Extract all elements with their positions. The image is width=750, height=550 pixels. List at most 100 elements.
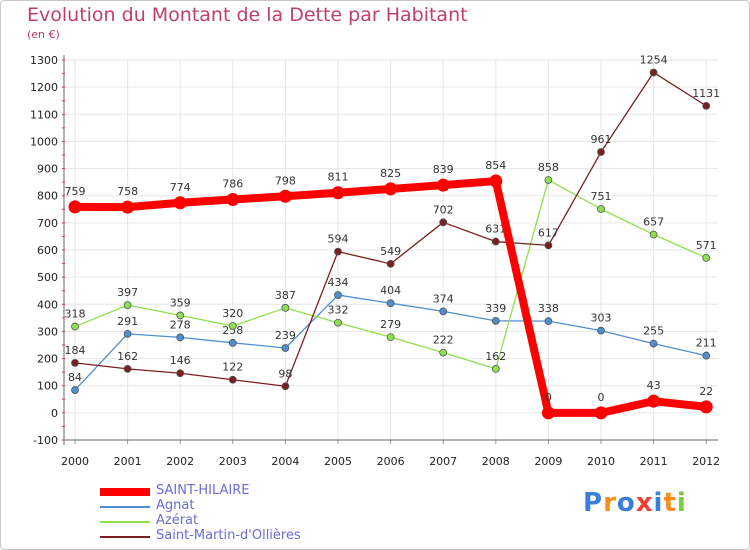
data-label: 617 bbox=[538, 226, 559, 239]
data-point bbox=[71, 322, 79, 331]
y-tick-label: -100 bbox=[33, 434, 58, 447]
data-point bbox=[176, 333, 185, 342]
chart-subtitle: (en €) bbox=[27, 28, 60, 41]
logo-letter: i bbox=[676, 488, 687, 518]
data-point bbox=[597, 148, 605, 156]
data-label: 549 bbox=[380, 245, 401, 258]
y-tick-label: 1100 bbox=[30, 108, 58, 121]
data-label: 291 bbox=[117, 315, 138, 328]
x-tick-label: 2002 bbox=[166, 455, 194, 468]
x-tick-label: 2004 bbox=[271, 455, 299, 468]
data-point bbox=[436, 178, 450, 192]
y-tick-label: 1300 bbox=[30, 54, 58, 67]
logo-letter: x bbox=[635, 488, 654, 518]
data-label: 239 bbox=[275, 329, 296, 342]
data-label: 858 bbox=[538, 161, 559, 174]
data-point bbox=[281, 303, 290, 312]
data-label: 397 bbox=[117, 286, 138, 299]
data-point bbox=[544, 241, 553, 250]
data-point bbox=[491, 364, 500, 373]
data-point bbox=[491, 316, 500, 325]
data-point bbox=[123, 364, 132, 373]
data-label: 374 bbox=[433, 292, 454, 305]
x-tick-label: 2006 bbox=[377, 455, 405, 468]
data-label: 759 bbox=[65, 185, 86, 198]
y-tick-label: 600 bbox=[37, 244, 58, 257]
data-label: 146 bbox=[170, 354, 191, 367]
data-point bbox=[386, 259, 395, 268]
data-label: 751 bbox=[591, 190, 612, 203]
y-tick-label: 300 bbox=[37, 325, 58, 338]
data-label: 404 bbox=[380, 284, 401, 297]
data-label: 961 bbox=[591, 133, 612, 146]
data-label: 359 bbox=[170, 296, 191, 309]
data-point bbox=[384, 182, 398, 196]
logo-letter: o bbox=[616, 488, 636, 518]
y-tick-label: 0 bbox=[51, 407, 58, 420]
data-point bbox=[386, 299, 395, 308]
data-label: 338 bbox=[538, 302, 559, 315]
data-label: 122 bbox=[222, 361, 243, 374]
data-label: 1131 bbox=[692, 87, 720, 100]
legend-label: SAINT-HILAIRE bbox=[156, 483, 250, 498]
data-label: 255 bbox=[643, 325, 664, 338]
data-label: 758 bbox=[117, 185, 138, 198]
data-label: 839 bbox=[433, 163, 454, 176]
data-point bbox=[439, 218, 448, 227]
data-point bbox=[649, 68, 658, 77]
data-point bbox=[68, 200, 82, 214]
y-tick-label: 800 bbox=[37, 190, 58, 203]
x-tick-label: 2009 bbox=[534, 455, 562, 468]
data-point bbox=[226, 193, 240, 207]
data-point bbox=[491, 237, 500, 246]
data-point bbox=[281, 382, 290, 391]
data-point bbox=[386, 333, 395, 342]
data-label: 162 bbox=[117, 350, 138, 363]
logo-letter: r bbox=[603, 488, 617, 518]
data-label: 303 bbox=[591, 312, 612, 325]
data-label: 332 bbox=[328, 304, 349, 317]
legend-label: Agnat bbox=[156, 498, 195, 513]
data-label: 98 bbox=[278, 367, 292, 380]
y-tick-label: 100 bbox=[37, 380, 58, 393]
data-point bbox=[597, 326, 605, 335]
logo-letter: t bbox=[663, 488, 677, 518]
data-point bbox=[71, 359, 79, 367]
logo-letter: i bbox=[653, 488, 664, 518]
data-label: 279 bbox=[380, 318, 401, 331]
data-point bbox=[649, 230, 658, 239]
y-tick-label: 500 bbox=[37, 271, 58, 284]
data-point bbox=[702, 101, 711, 110]
data-label: 339 bbox=[485, 302, 506, 315]
y-tick-label: 1200 bbox=[30, 81, 58, 94]
data-point bbox=[702, 253, 711, 262]
legend-label: Azérat bbox=[156, 513, 199, 528]
data-label: 798 bbox=[275, 174, 296, 187]
data-label: 594 bbox=[328, 233, 349, 246]
data-point bbox=[699, 400, 713, 414]
data-label: 657 bbox=[643, 216, 664, 229]
data-point bbox=[649, 339, 658, 348]
proxiti-logo: Proxiti bbox=[583, 488, 687, 518]
data-point bbox=[544, 176, 553, 184]
data-label: 22 bbox=[699, 385, 713, 398]
data-label: 854 bbox=[485, 159, 506, 172]
data-point bbox=[228, 322, 237, 330]
x-tick-label: 2005 bbox=[324, 455, 352, 468]
x-tick-label: 2012 bbox=[692, 455, 720, 468]
data-point bbox=[334, 247, 342, 256]
data-point bbox=[71, 386, 79, 394]
data-label: 631 bbox=[485, 223, 506, 236]
data-label: 0 bbox=[598, 391, 605, 404]
legend-swatch bbox=[100, 536, 150, 538]
data-point bbox=[228, 338, 237, 347]
y-tick-label: 900 bbox=[37, 163, 58, 176]
y-tick-label: 200 bbox=[37, 353, 58, 366]
x-tick-label: 2001 bbox=[114, 455, 142, 468]
data-point bbox=[173, 196, 187, 210]
legend-label: Saint-Martin-d'Ollières bbox=[156, 528, 301, 543]
data-label: 211 bbox=[696, 337, 717, 350]
data-point bbox=[439, 307, 448, 316]
